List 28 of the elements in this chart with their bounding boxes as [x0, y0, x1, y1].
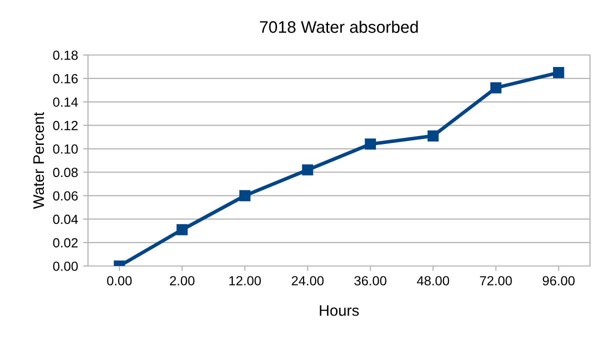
y-tick-label: 0.14 [53, 97, 78, 107]
x-tick-label: 2.00 [170, 276, 194, 286]
x-axis-title: Hours [320, 305, 359, 316]
y-tick-label: 0.08 [53, 168, 78, 178]
point [364, 138, 376, 150]
point [490, 82, 502, 94]
point [428, 130, 439, 142]
y-tick-label: 0.18 [53, 50, 78, 60]
y-tick-label: 0.02 [53, 238, 78, 248]
x-tick-label: 96.00 [542, 276, 575, 286]
y-tick-label: 0.04 [53, 214, 78, 224]
y-axis-title: Water Percent [33, 112, 44, 209]
point [553, 67, 564, 78]
y-tick-label: 0.06 [53, 191, 78, 201]
x-tick-label: 72.00 [480, 276, 512, 286]
chart-title: 7018 Water absorbed [260, 20, 418, 33]
y-tick-label: 0.16 [53, 74, 78, 84]
point [176, 224, 188, 236]
x-tick-label: 12.00 [229, 276, 261, 286]
point [302, 164, 314, 176]
x-tick-label: 0.00 [107, 276, 132, 286]
x-tick-label: 36.00 [354, 276, 386, 286]
x-tick-label: 24.00 [292, 276, 324, 286]
y-tick-label: 0.00 [53, 262, 78, 271]
y-tick-label: 0.12 [53, 120, 78, 130]
x-tick-label: 48.00 [416, 276, 450, 286]
point [239, 190, 250, 202]
y-tick-label: 0.10 [53, 144, 78, 154]
